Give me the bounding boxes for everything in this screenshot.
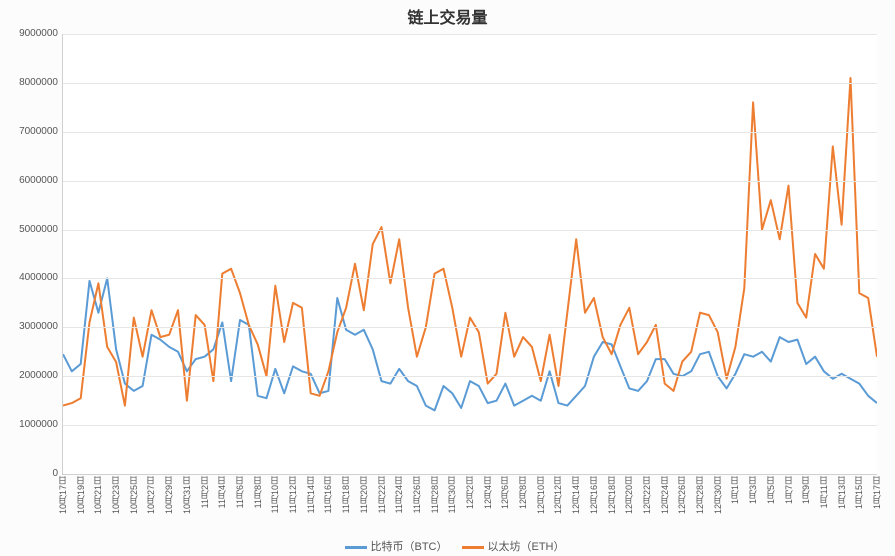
x-tick-label: 1月1日 <box>728 476 740 504</box>
x-tick-label: 1月17日 <box>870 476 882 509</box>
gridline-h <box>63 230 877 231</box>
x-tick-label: 11月6日 <box>233 476 245 508</box>
x-tick-label: 12月26日 <box>675 476 687 514</box>
x-tick-label: 10月19日 <box>74 476 86 514</box>
x-tick-label: 10月21日 <box>91 476 103 514</box>
x-tick-label: 1月15日 <box>852 476 864 509</box>
y-tick-label: 9000000 <box>3 28 58 39</box>
x-tick-label: 10月29日 <box>162 476 174 514</box>
x-axis-ticks: 10月17日10月19日10月21日10月23日10月25日10月27日10月2… <box>62 476 876 536</box>
x-tick-label: 10月23日 <box>109 476 121 514</box>
y-tick-label: 8000000 <box>3 77 58 88</box>
x-tick-label: 10月25日 <box>127 476 139 514</box>
x-tick-label: 1月13日 <box>835 476 847 509</box>
x-tick-label: 12月22日 <box>640 476 652 514</box>
x-tick-label: 11月22日 <box>375 476 387 513</box>
y-tick-label: 1000000 <box>3 419 58 430</box>
x-tick-label: 1月7日 <box>782 476 794 504</box>
x-tick-label: 12月12日 <box>551 476 563 514</box>
y-tick-label: 7000000 <box>3 126 58 137</box>
x-tick-label: 10月17日 <box>56 476 68 514</box>
x-tick-label: 1月11日 <box>817 476 829 508</box>
x-tick-label: 11月8日 <box>251 476 263 508</box>
x-tick-label: 12月14日 <box>569 476 581 514</box>
x-tick-label: 11月14日 <box>304 476 316 513</box>
x-tick-label: 10月27日 <box>144 476 156 514</box>
x-tick-label: 11月20日 <box>357 476 369 513</box>
y-tick-label: 4000000 <box>3 272 58 283</box>
x-tick-label: 11月4日 <box>215 476 227 508</box>
x-tick-label: 12月30日 <box>711 476 723 514</box>
x-tick-label: 12月18日 <box>605 476 617 514</box>
y-tick-label: 6000000 <box>3 175 58 186</box>
x-tick-label: 12月28日 <box>693 476 705 514</box>
x-tick-label: 12月2日 <box>463 476 475 509</box>
gridline-h <box>63 425 877 426</box>
gridline-h <box>63 181 877 182</box>
x-tick-label: 1月3日 <box>746 476 758 504</box>
x-tick-label: 12月10日 <box>534 476 546 514</box>
x-tick-label: 12月20日 <box>622 476 634 514</box>
y-tick-label: 2000000 <box>3 370 58 381</box>
x-tick-label: 11月30日 <box>445 476 457 513</box>
x-tick-label: 12月8日 <box>516 476 528 509</box>
x-tick-label: 11月12日 <box>286 476 298 513</box>
gridline-h <box>63 376 877 377</box>
y-tick-label: 3000000 <box>3 321 58 332</box>
x-tick-label: 12月4日 <box>481 476 493 509</box>
x-tick-label: 11月2日 <box>198 476 210 508</box>
x-tick-label: 11月24日 <box>392 476 404 513</box>
gridline-h <box>63 83 877 84</box>
legend-label: 以太坊（ETH） <box>488 541 565 553</box>
x-tick-label: 10月31日 <box>180 476 192 514</box>
legend-label: 比特币（BTC） <box>371 541 448 553</box>
x-tick-label: 11月18日 <box>339 476 351 513</box>
x-tick-label: 11月28日 <box>428 476 440 513</box>
x-tick-label: 11月10日 <box>268 476 280 513</box>
x-tick-label: 1月9日 <box>799 476 811 504</box>
x-tick-label: 11月16日 <box>321 476 333 513</box>
x-tick-label: 12月6日 <box>498 476 510 509</box>
gridline-h <box>63 327 877 328</box>
plot-area <box>62 34 877 475</box>
legend-swatch <box>462 546 484 549</box>
y-tick-label: 0 <box>3 468 58 479</box>
gridline-h <box>63 132 877 133</box>
x-tick-label: 12月16日 <box>587 476 599 514</box>
legend: 比特币（BTC） 以太坊（ETH） <box>0 538 895 554</box>
legend-swatch <box>345 546 367 549</box>
chart-title: 链上交易量 <box>0 4 895 28</box>
x-tick-label: 11月26日 <box>410 476 422 513</box>
gridline-h <box>63 34 877 35</box>
x-tick-label: 1月5日 <box>764 476 776 504</box>
y-tick-label: 5000000 <box>3 224 58 235</box>
gridline-h <box>63 278 877 279</box>
line-series-svg <box>63 34 877 474</box>
x-tick-label: 12月24日 <box>658 476 670 514</box>
